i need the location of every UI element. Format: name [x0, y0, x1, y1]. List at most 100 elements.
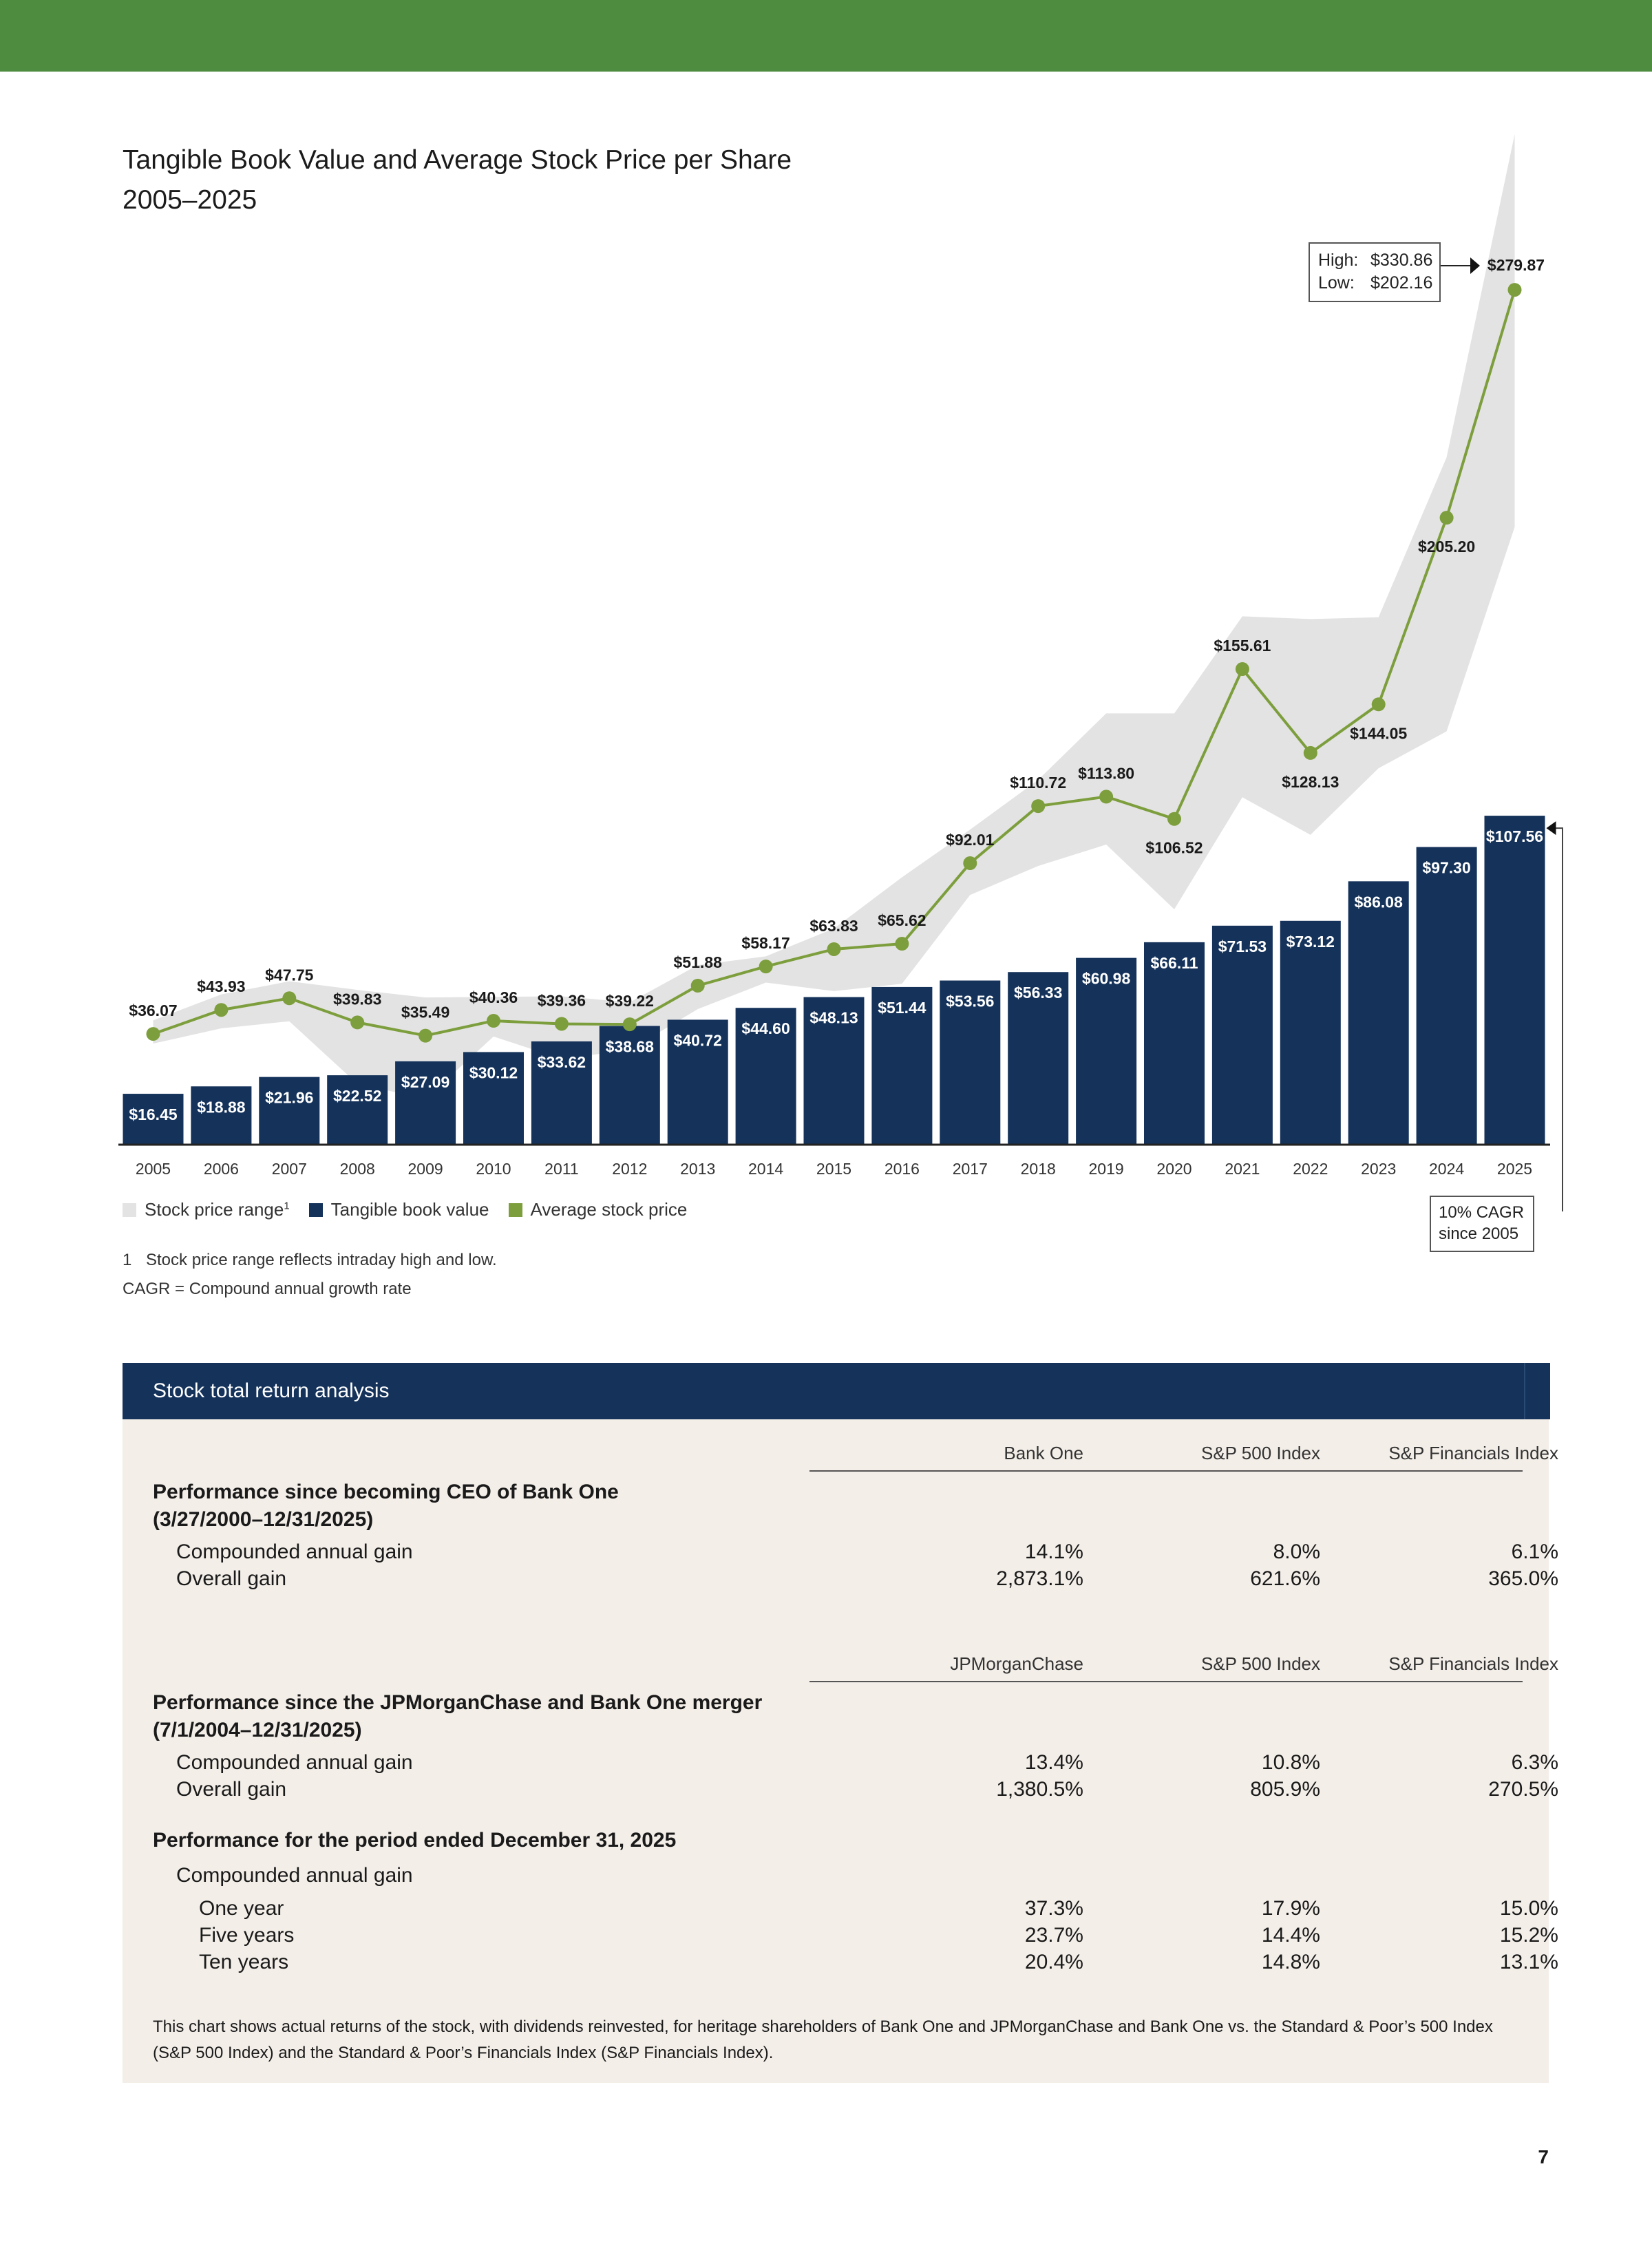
- avg-price-label-2020: $106.52: [1145, 839, 1203, 857]
- tbv-label-2018: $56.33: [1014, 984, 1062, 1002]
- cell-value: 14.1%: [1024, 1540, 1083, 1563]
- tbv-bar-2022: [1280, 920, 1341, 1144]
- x-tick-label-2018: 2018: [1021, 1160, 1056, 1178]
- legend-swatch-range: [123, 1203, 136, 1217]
- section1-heading: Performance since becoming CEO of Bank O…: [153, 1479, 619, 1534]
- cell-value: 15.2%: [1499, 1924, 1558, 1947]
- avg-price-point-2016: [895, 937, 909, 951]
- tbv-bar-2011: [531, 1041, 592, 1144]
- tbv-bar-2014: [735, 1008, 796, 1144]
- avg-price-point-2012: [622, 1017, 637, 1032]
- cagr-line1: 10% CAGR: [1439, 1203, 1525, 1222]
- tbv-label-2017: $53.56: [946, 993, 994, 1010]
- row-label: One year: [199, 1897, 284, 1920]
- x-tick-label-2016: 2016: [885, 1160, 920, 1178]
- x-tick-label-2006: 2006: [204, 1160, 239, 1178]
- x-tick-label-2020: 2020: [1156, 1160, 1192, 1178]
- legend-item-avg: Average stock price: [508, 1199, 688, 1220]
- avg-price-label-2025: $279.87: [1487, 256, 1545, 274]
- tbv-bar-2017: [940, 980, 1001, 1144]
- tbv-label-2021: $71.53: [1218, 937, 1267, 955]
- tbv-bar-2007: [259, 1077, 320, 1144]
- top-color-bar: [0, 0, 1652, 72]
- panel-header: Stock total return analysis: [123, 1363, 1550, 1419]
- tbv-label-2010: $30.12: [469, 1063, 518, 1081]
- legend-label-avg: Average stock price: [530, 1199, 688, 1220]
- avg-price-label-2021: $155.61: [1214, 637, 1271, 655]
- tbv-bar-2019: [1076, 957, 1137, 1144]
- legend-swatch-tbv: [308, 1203, 323, 1217]
- tbv-label-2007: $21.96: [265, 1089, 313, 1107]
- tbv-bar-2023: [1348, 881, 1409, 1144]
- col-head-bank-one: Bank One: [1004, 1443, 1083, 1463]
- tbv-label-2008: $22.52: [333, 1087, 381, 1105]
- col-head-jpmorganchase: JPMorganChase: [950, 1653, 1083, 1674]
- legend-label-tbv: Tangible book value: [330, 1199, 489, 1220]
- avg-price-point-2025: [1507, 283, 1522, 297]
- tbv-bar-2009: [395, 1061, 456, 1144]
- chart-footnotes: 1 Stock price range reflects intraday hig…: [123, 1246, 497, 1304]
- low-value: $202.16: [1370, 273, 1433, 293]
- tbv-bar-2025: [1484, 816, 1545, 1144]
- tbv-label-2015: $48.13: [809, 1009, 858, 1027]
- avg-price-point-2017: [963, 856, 977, 871]
- x-tick-label-2005: 2005: [136, 1160, 171, 1178]
- avg-price-point-2024: [1439, 511, 1454, 525]
- panel-header-edge: [1524, 1363, 1550, 1419]
- avg-price-point-2019: [1099, 790, 1114, 804]
- x-tick-label-2023: 2023: [1361, 1160, 1396, 1178]
- high-value: $330.86: [1370, 251, 1433, 270]
- low-label: Low:: [1318, 273, 1355, 293]
- avg-price-label-2023: $144.05: [1350, 724, 1407, 742]
- avg-price-point-2021: [1235, 662, 1249, 677]
- tbv-bar-2008: [327, 1075, 388, 1144]
- section2-heading-line1: Performance since the JPMorganChase and …: [153, 1691, 763, 1714]
- cagr-arrow-icon: [1546, 821, 1556, 836]
- avg-price-point-2022: [1303, 745, 1317, 760]
- x-tick-label-2017: 2017: [953, 1160, 988, 1178]
- row-label: Overall gain: [176, 1778, 287, 1801]
- chart-title-line2: 2005–2025: [123, 185, 257, 215]
- x-tick-label-2019: 2019: [1089, 1160, 1124, 1178]
- tbv-label-2006: $18.88: [197, 1098, 246, 1116]
- data-labels-layer: $16.45 $18.88 $21.96 $22.52 $27.09 $30.12 $33.…: [129, 256, 1545, 1123]
- avg-price-label-2010: $40.36: [469, 988, 518, 1006]
- avg-price-point-2018: [1031, 799, 1046, 814]
- avg-price-point-2015: [827, 942, 841, 956]
- tbv-label-2014: $44.60: [741, 1019, 790, 1037]
- cell-value: 2,873.1%: [996, 1567, 1083, 1590]
- legend-item-tbv: Tangible book value: [308, 1199, 489, 1220]
- cell-value: 6.3%: [1511, 1751, 1558, 1774]
- high-label: High:: [1318, 251, 1359, 270]
- avg-price-label-2008: $39.83: [333, 990, 381, 1008]
- x-tick-label-2014: 2014: [748, 1160, 783, 1178]
- cell-value: 6.1%: [1511, 1540, 1558, 1563]
- cell-value: 1,380.5%: [996, 1778, 1083, 1801]
- cagr-callout: 10% CAGR since 2005: [1430, 1196, 1534, 1252]
- avg-price-label-2022: $128.13: [1282, 773, 1339, 791]
- col-head-sp500: S&P 500 Index: [1201, 1653, 1320, 1674]
- x-tick-label-2010: 2010: [476, 1160, 511, 1178]
- avg-price-label-2014: $58.17: [741, 934, 790, 952]
- cell-value: 8.0%: [1273, 1540, 1320, 1563]
- section3-heading: Performance for the period ended Decembe…: [153, 1829, 677, 1852]
- tbv-bar-2018: [1008, 972, 1069, 1144]
- table-note: This chart shows actual returns of the s…: [153, 2017, 1493, 2062]
- legend-footnote-ref: 1: [284, 1200, 290, 1212]
- tbv-label-2012: $38.68: [606, 1037, 655, 1055]
- x-tick-label-2009: 2009: [408, 1160, 443, 1178]
- x-tick-label-2013: 2013: [680, 1160, 715, 1178]
- tbv-bar-2005: [123, 1094, 184, 1144]
- tbv-bar-2013: [667, 1019, 728, 1144]
- footnote-1-text: Stock price range reflects intraday high…: [146, 1251, 497, 1269]
- annotation-layer: [1441, 257, 1563, 1211]
- col-head-sp-financials: S&P Financials Index: [1388, 1653, 1558, 1674]
- section1-heading-line1: Performance since becoming CEO of Bank O…: [153, 1481, 619, 1503]
- avg-price-label-2015: $63.83: [809, 917, 858, 935]
- x-tick-label-2011: 2011: [544, 1160, 578, 1178]
- cagr-bracket: [1556, 827, 1563, 1211]
- avg-price-point-2010: [487, 1014, 500, 1028]
- x-tick-label-2025: 2025: [1497, 1160, 1532, 1178]
- tbv-label-2019: $60.98: [1082, 970, 1131, 988]
- stock-price-range-band: [153, 134, 1515, 1099]
